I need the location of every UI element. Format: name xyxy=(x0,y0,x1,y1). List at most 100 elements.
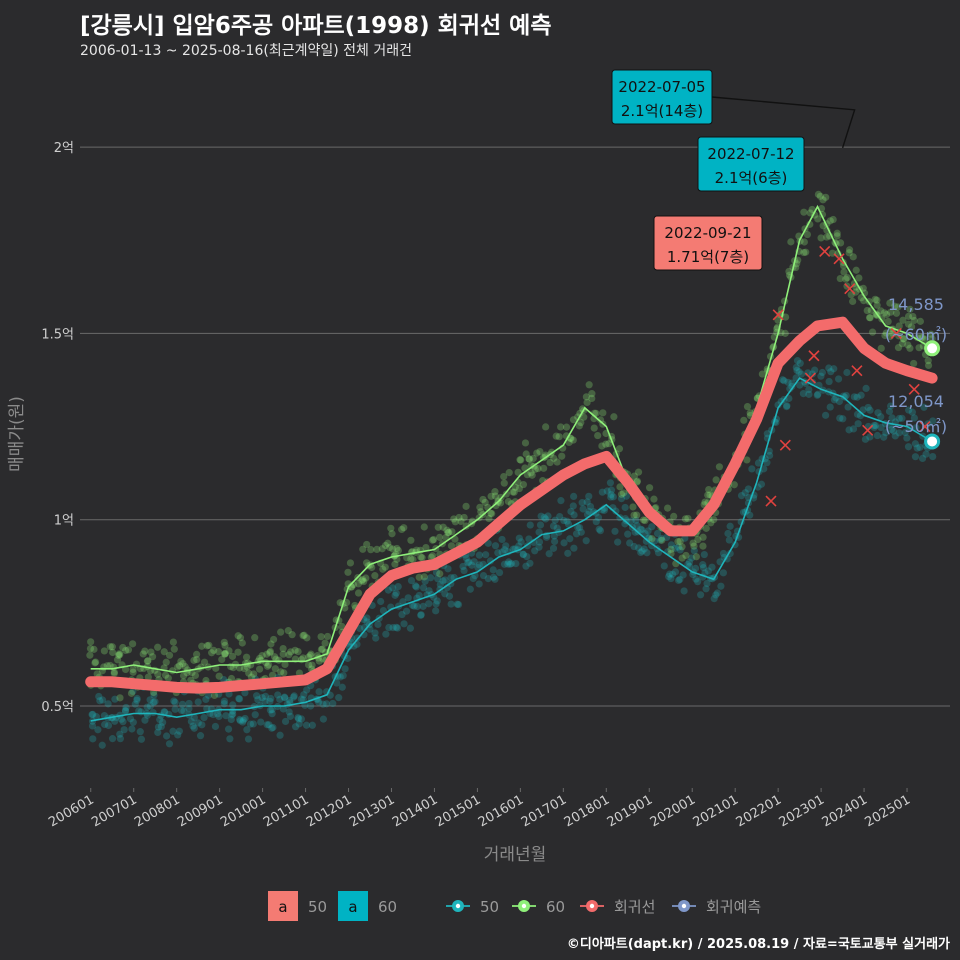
data-point xyxy=(194,698,202,706)
data-point xyxy=(91,658,100,666)
data-point xyxy=(388,530,396,538)
data-point xyxy=(177,706,186,715)
data-point xyxy=(517,538,525,546)
data-point xyxy=(277,668,285,676)
data-point xyxy=(757,480,766,488)
data-point xyxy=(400,524,408,532)
data-point xyxy=(614,538,622,546)
data-point xyxy=(542,533,551,541)
data-point xyxy=(622,492,630,500)
data-point xyxy=(586,502,595,511)
data-point xyxy=(244,735,253,743)
data-point xyxy=(229,701,237,709)
data-point xyxy=(542,423,550,431)
data-point xyxy=(873,301,881,309)
data-point xyxy=(203,705,211,713)
data-point xyxy=(825,364,833,372)
data-point xyxy=(432,600,440,608)
data-point xyxy=(350,642,358,650)
data-point xyxy=(106,643,114,651)
data-point xyxy=(795,368,803,376)
data-point xyxy=(129,687,137,696)
data-point xyxy=(258,694,266,702)
data-point xyxy=(674,538,682,546)
data-point xyxy=(88,722,97,730)
data-point xyxy=(502,542,510,550)
data-point xyxy=(674,576,683,585)
data-point xyxy=(904,320,913,328)
data-point xyxy=(165,740,174,748)
data-point xyxy=(766,451,774,460)
data-point xyxy=(642,537,650,545)
data-point xyxy=(261,692,270,700)
data-point xyxy=(853,393,861,401)
data-point xyxy=(498,535,506,544)
data-point xyxy=(220,638,228,646)
legend-label: 60 xyxy=(546,898,565,916)
data-point xyxy=(594,513,603,522)
data-point xyxy=(268,710,276,718)
data-point xyxy=(392,589,400,597)
data-point xyxy=(545,550,553,558)
data-point xyxy=(379,606,388,615)
data-point xyxy=(385,623,393,632)
data-point xyxy=(564,549,572,557)
legend-dot-center xyxy=(521,903,527,909)
data-point xyxy=(650,495,658,503)
data-point xyxy=(877,423,885,432)
data-point xyxy=(227,674,236,683)
data-point xyxy=(417,611,425,619)
data-point xyxy=(275,656,283,664)
data-point xyxy=(412,583,420,591)
data-point xyxy=(913,444,921,452)
data-point xyxy=(479,571,488,580)
data-point xyxy=(436,533,444,541)
data-point xyxy=(884,317,892,326)
data-point xyxy=(746,409,754,417)
data-point xyxy=(221,649,229,657)
data-point xyxy=(143,703,151,711)
data-point xyxy=(521,439,530,447)
data-point xyxy=(589,508,598,516)
data-point xyxy=(910,359,918,368)
data-point xyxy=(927,330,935,338)
data-point xyxy=(299,696,307,704)
data-point xyxy=(131,700,139,708)
data-point xyxy=(678,554,686,562)
data-point xyxy=(86,644,95,653)
annotation-box xyxy=(653,215,763,271)
data-point xyxy=(92,713,100,721)
data-point xyxy=(144,657,152,665)
data-point xyxy=(119,718,127,726)
data-point xyxy=(651,537,659,545)
x-tick-label: 201601 xyxy=(476,792,526,830)
data-point xyxy=(250,670,258,678)
data-point xyxy=(622,517,630,525)
data-point xyxy=(165,651,174,659)
data-point xyxy=(314,698,323,706)
data-point xyxy=(684,560,692,569)
end-label-size: (~50㎡) xyxy=(885,417,947,436)
data-point xyxy=(825,377,833,386)
data-point xyxy=(246,720,255,728)
data-point xyxy=(136,728,144,736)
data-point xyxy=(116,651,124,659)
data-point xyxy=(796,359,804,367)
x-tick-label: 202401 xyxy=(820,792,870,830)
data-point xyxy=(782,313,790,321)
data-point xyxy=(839,415,847,423)
data-point xyxy=(814,190,823,198)
data-point xyxy=(811,366,819,374)
data-point xyxy=(585,381,593,389)
data-point xyxy=(317,633,325,641)
data-point xyxy=(719,549,728,558)
data-point xyxy=(430,535,438,544)
data-point xyxy=(549,522,558,530)
data-point xyxy=(535,528,543,536)
data-point xyxy=(501,546,509,554)
data-point xyxy=(363,540,371,549)
data-point xyxy=(853,410,862,418)
data-point xyxy=(253,692,261,700)
data-point xyxy=(177,657,185,666)
